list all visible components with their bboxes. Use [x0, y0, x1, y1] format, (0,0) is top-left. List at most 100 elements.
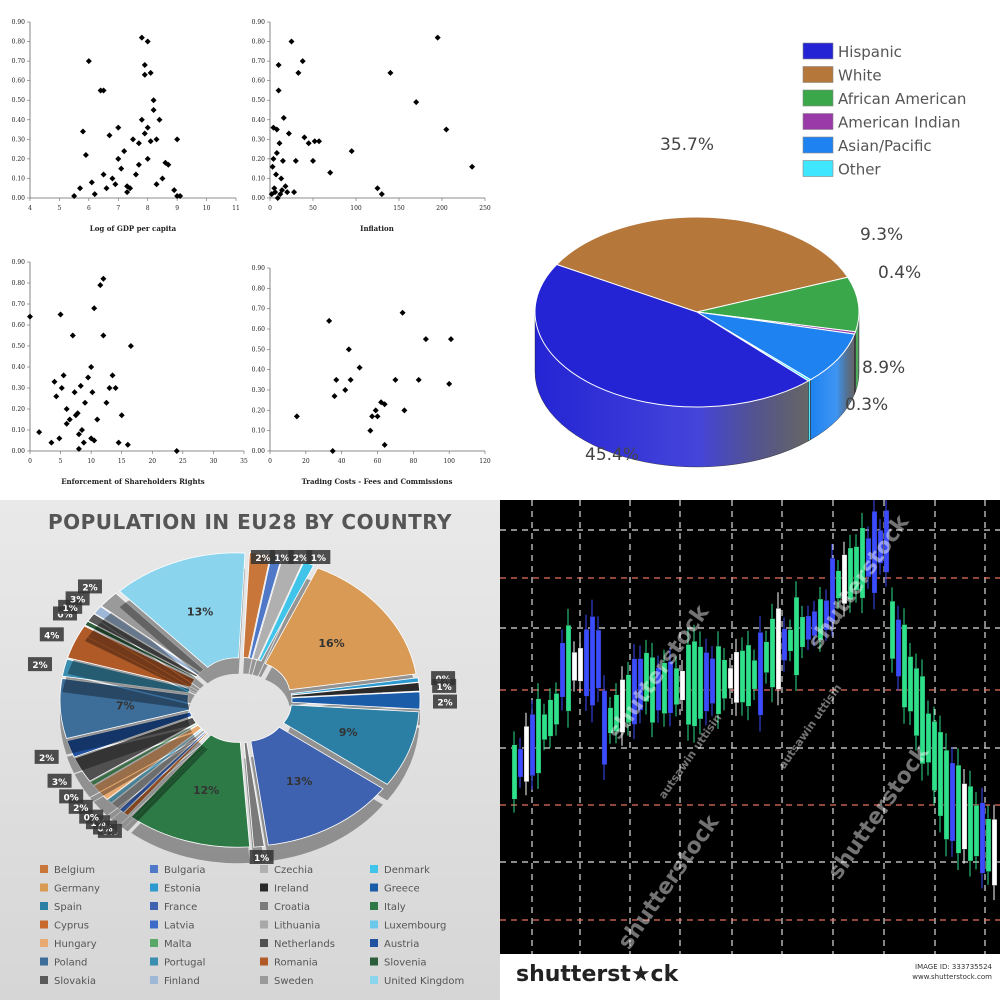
candle-body — [817, 598, 824, 640]
eu-label-box — [249, 850, 274, 864]
data-point — [48, 439, 55, 446]
y-tick-label: 0.30 — [12, 385, 26, 392]
candle-body — [733, 651, 740, 703]
eu-legend-label-croatia: Croatia — [274, 902, 310, 913]
x-tick-label: 50 — [309, 205, 317, 212]
data-point — [91, 191, 98, 198]
data-point — [310, 157, 316, 164]
legend-swatch-asian-pacific — [802, 136, 834, 154]
candle-body — [523, 726, 530, 782]
pie-label-american-indian: 0.4% — [878, 263, 921, 283]
data-point — [75, 431, 82, 438]
pie-slice-african-american — [696, 276, 860, 333]
data-point — [333, 376, 340, 383]
eu-legend-label-germany: Germany — [54, 884, 100, 895]
eu-slice-top — [67, 625, 196, 688]
data-point — [71, 193, 78, 200]
data-point — [311, 138, 318, 145]
candle-body — [805, 615, 812, 640]
data-point — [165, 161, 172, 168]
eu-legend-swatch-belgium — [40, 865, 48, 873]
candle-body — [895, 619, 902, 677]
data-point — [82, 151, 89, 158]
y-tick-label: 0.20 — [12, 156, 26, 163]
data-point — [57, 311, 64, 318]
x-tick-label: 15 — [118, 458, 126, 465]
eu-legend-label-italy: Italy — [384, 902, 406, 913]
eu-slice-top — [61, 658, 191, 694]
data-point — [469, 163, 476, 170]
eu-label-box — [34, 749, 59, 764]
x-tick-label: 6 — [87, 205, 91, 212]
y-tick-label: 0.00 — [12, 448, 26, 455]
eu-slice-depth — [119, 747, 207, 829]
data-point — [348, 148, 355, 155]
candle-body — [691, 641, 698, 727]
eu-legend-label-latvia: Latvia — [164, 921, 194, 932]
eu-slice-romania — [67, 625, 196, 704]
x-tick-label: 150 — [393, 205, 405, 212]
candle-body — [871, 511, 878, 594]
eu-label-sweden: 2% — [82, 583, 97, 593]
pie-label-other: 0.3% — [845, 395, 888, 415]
eu-slice-slovenia — [84, 620, 197, 695]
candle-body — [517, 748, 524, 778]
candle-body — [799, 616, 806, 648]
x-tick-label: 100 — [350, 205, 362, 212]
eu-legend-swatch-finland — [150, 976, 158, 984]
eu-label-poland: 7% — [116, 700, 135, 713]
data-point — [88, 364, 95, 370]
data-point — [331, 393, 338, 400]
data-point — [381, 441, 388, 448]
eu-slice-sweden — [100, 592, 205, 689]
data-point — [329, 448, 336, 454]
candle-body — [883, 510, 890, 573]
eu-slice-top — [74, 716, 197, 782]
x-tick-label: 20 — [148, 458, 156, 465]
candle-body — [643, 652, 650, 702]
data-point — [85, 374, 92, 381]
data-point — [147, 138, 154, 145]
eu-label-box — [77, 579, 102, 594]
data-point — [279, 157, 286, 164]
data-point — [293, 413, 300, 420]
data-point — [69, 332, 76, 339]
data-point — [275, 87, 282, 94]
x-tick-label: 30 — [210, 458, 218, 465]
data-point — [141, 62, 148, 69]
candle-body — [637, 658, 644, 711]
y-tick-label: 0.20 — [252, 407, 266, 414]
scatter-plot-4: 0.00 0.10 0.20 0.30 0.40 0.50 0.60 0.70 0.80 0.90… — [252, 265, 491, 486]
eu-legend-swatch-latvia — [150, 920, 158, 929]
data-point — [91, 437, 98, 444]
data-point — [27, 313, 33, 320]
data-point — [138, 34, 145, 41]
x-tick-label: 9 — [175, 205, 179, 212]
candle-body — [697, 646, 704, 720]
y-tick-label: 0.20 — [252, 156, 266, 163]
y-tick-label: 0.80 — [12, 39, 26, 46]
candle-body — [955, 765, 962, 854]
eu-slice-top — [59, 677, 191, 740]
data-point — [295, 69, 302, 76]
x-tick-label: 7 — [116, 205, 120, 212]
data-point — [401, 407, 408, 414]
eu-slice-depth — [62, 675, 190, 709]
eu-legend-swatch-czechia — [260, 865, 268, 873]
candle-body — [577, 647, 584, 682]
x-tick-label: 20 — [302, 458, 310, 465]
eu-slice-top — [93, 724, 202, 801]
eu-legend-label-slovakia: Slovakia — [54, 976, 96, 987]
data-point — [124, 189, 131, 196]
eu-legend-swatch-portugal — [150, 957, 158, 966]
eu-slice-top — [282, 704, 420, 785]
scatter-plot-2: 0.00 0.10 0.20 0.30 0.40 0.50 0.60 0.70 0.80 0.90… — [252, 19, 491, 233]
eu-label-box — [432, 694, 457, 709]
data-point — [63, 420, 70, 427]
y-tick-label: 0.10 — [252, 175, 266, 182]
y-tick-label: 0.90 — [12, 19, 26, 26]
x-axis-label: Inflation — [360, 224, 394, 233]
eu-label-netherlands: 3% — [52, 778, 67, 788]
candle-body — [943, 750, 950, 840]
candle-body — [619, 679, 626, 733]
